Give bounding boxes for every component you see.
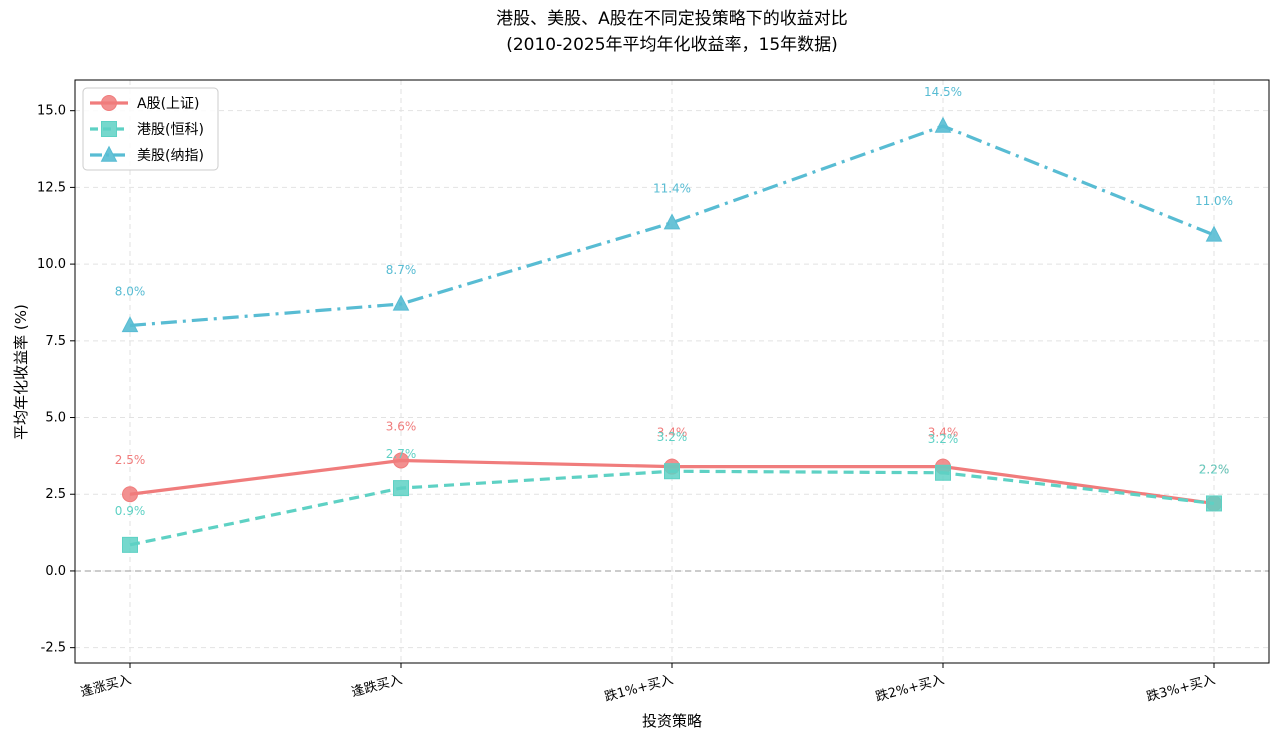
data-label-hk_share: 3.2% xyxy=(928,432,959,446)
data-point-us_share xyxy=(121,316,139,333)
data-label-a_share: 2.2% xyxy=(1199,462,1230,476)
chart-title-line2: (2010-2025年平均年化收益率，15年数据) xyxy=(506,35,838,55)
legend-marker-us_share xyxy=(100,145,118,162)
data-label-hk_share: 2.2% xyxy=(1199,462,1230,476)
x-tick-label: 跌3%+买入 xyxy=(1145,671,1217,705)
x-tick-label: 逢涨买入 xyxy=(79,672,133,700)
data-point-us_share xyxy=(663,213,681,230)
data-point-us_share xyxy=(392,294,410,311)
data-point-us_share xyxy=(934,116,952,133)
x-axis-label: 投资策略 xyxy=(642,712,702,730)
data-label-us_share: 11.0% xyxy=(1195,194,1233,208)
legend-box xyxy=(82,87,219,171)
y-tick-label: 2.5 xyxy=(45,487,66,502)
data-point-a_share xyxy=(393,452,409,469)
legend-marker-hk_share xyxy=(101,121,117,137)
data-label-us_share: 8.0% xyxy=(115,284,146,298)
data-label-hk_share: 2.7% xyxy=(386,447,417,461)
x-tick-label: 跌1%+买入 xyxy=(603,671,675,705)
y-tick-label: 12.5 xyxy=(37,180,66,195)
data-point-hk_share xyxy=(935,464,951,481)
x-tick-label: 跌2%+买入 xyxy=(874,671,946,705)
data-point-hk_share xyxy=(1206,495,1222,512)
series-hk_share xyxy=(122,463,1222,553)
data-label-a_share: 2.5% xyxy=(115,453,146,467)
data-label-us_share: 14.5% xyxy=(924,85,962,99)
data-point-hk_share xyxy=(122,536,138,553)
data-label-us_share: 11.4% xyxy=(653,182,691,196)
legend-marker-a_share xyxy=(101,95,117,111)
y-tick-label: 0.0 xyxy=(45,564,66,579)
chart-title-line1: 港股、美股、A股在不同定投策略下的收益对比 xyxy=(496,9,848,29)
data-label-layer: 2.5%3.6% 3.4% 3.4%2.2%0.9%2.7%3.2% 3.2%2.2%… xyxy=(115,85,1233,518)
series-layer xyxy=(121,116,1223,553)
y-tick-label: -2.5 xyxy=(41,641,66,656)
data-point-a_share xyxy=(122,486,138,503)
data-label-hk_share: 0.9% xyxy=(115,504,146,518)
y-tick-label: 15.0 xyxy=(37,104,66,119)
y-tick-label: 5.0 xyxy=(45,411,66,426)
series-us_share xyxy=(121,116,1223,333)
data-point-hk_share xyxy=(393,480,409,497)
y-tick-label: 7.5 xyxy=(45,334,66,349)
data-label-a_share: 3.4% xyxy=(928,426,959,440)
data-label-a_share: 3.4% xyxy=(657,426,688,440)
data-point-hk_share xyxy=(664,463,680,480)
tick-layer: -2.5 0.0 2.5 5.0 7.5 10.0 12.5 15.0 逢涨买入 逢跌买入 跌1%+… xyxy=(37,104,1217,705)
data-label-hk_share: 3.2% xyxy=(657,430,688,444)
grid-layer xyxy=(75,80,1269,663)
legend-label-a_share: A股(上证) xyxy=(137,96,200,112)
legend: A股(上证) 港股(恒科) 美股(纳指) xyxy=(82,87,219,171)
data-point-us_share xyxy=(1205,225,1223,242)
series-line-us_share xyxy=(129,124,1215,328)
data-label-us_share: 8.7% xyxy=(386,263,417,277)
legend-label-hk_share: 港股(恒科) xyxy=(137,122,204,138)
legend-label-us_share: 美股(纳指) xyxy=(137,148,204,164)
y-tick-label: 10.0 xyxy=(37,257,66,272)
data-label-a_share: 3.6% xyxy=(386,419,417,433)
x-tick-label: 逢跌买入 xyxy=(350,671,404,700)
y-axis-label: 平均年化收益率 (%) xyxy=(12,304,30,440)
series-a_share xyxy=(122,452,1222,512)
